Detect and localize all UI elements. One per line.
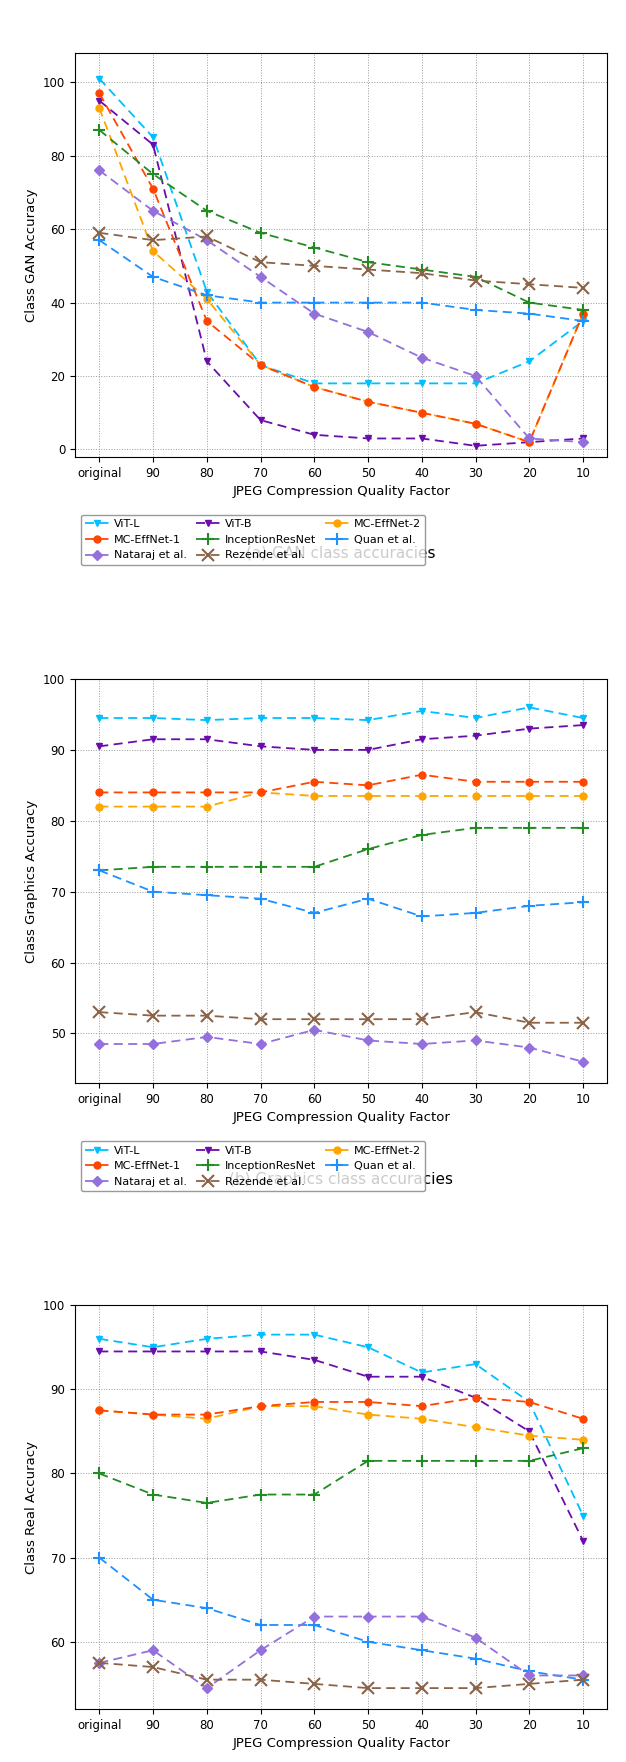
Legend: ViT-L, MC-EffNet-1, Nataraj et al., ViT-B, InceptionResNet, Rezende et al., MC-E: ViT-L, MC-EffNet-1, Nataraj et al., ViT-… xyxy=(81,1142,426,1191)
Y-axis label: Class Graphics Accuracy: Class Graphics Accuracy xyxy=(24,800,38,962)
X-axis label: JPEG Compression Quality Factor: JPEG Compression Quality Factor xyxy=(232,1737,450,1750)
Text: (b) Graphics class accuracies: (b) Graphics class accuracies xyxy=(229,1172,453,1188)
Text: (a) GAN class accuracies: (a) GAN class accuracies xyxy=(247,546,436,560)
Y-axis label: Class Real Accuracy: Class Real Accuracy xyxy=(24,1441,38,1573)
X-axis label: JPEG Compression Quality Factor: JPEG Compression Quality Factor xyxy=(232,1112,450,1124)
Legend: ViT-L, MC-EffNet-1, Nataraj et al., ViT-B, InceptionResNet, Rezende et al., MC-E: ViT-L, MC-EffNet-1, Nataraj et al., ViT-… xyxy=(81,515,426,566)
X-axis label: JPEG Compression Quality Factor: JPEG Compression Quality Factor xyxy=(232,485,450,499)
Y-axis label: Class GAN Accuracy: Class GAN Accuracy xyxy=(24,189,38,322)
